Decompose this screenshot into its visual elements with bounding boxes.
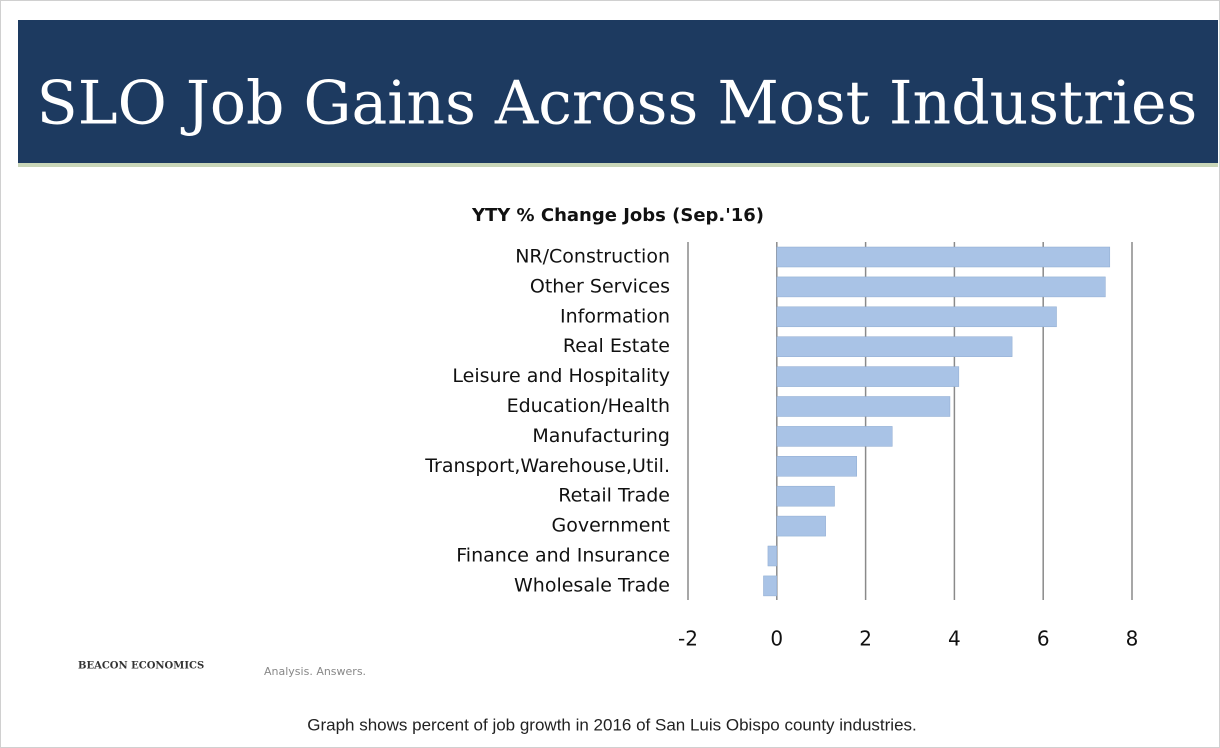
x-tick-label: 4 — [948, 627, 961, 651]
page-title: SLO Job Gains Across Most Industries — [37, 69, 1198, 139]
y-tick-label: Manufacturing — [532, 425, 670, 447]
bar — [776, 485, 835, 507]
y-tick-label: NR/Construction — [515, 246, 670, 268]
x-tick-label: 8 — [1126, 627, 1139, 651]
y-tick-label: Leisure and Hospitality — [452, 365, 670, 387]
bar — [776, 426, 893, 447]
bar — [776, 456, 857, 477]
bar — [776, 515, 826, 537]
chart-title: YTY % Change Jobs (Sep.'16) — [471, 205, 764, 226]
bar — [767, 545, 778, 567]
bar — [776, 246, 1111, 268]
brand: BEACON ECONOMICS — [78, 661, 204, 672]
y-tick-label: Retail Trade — [558, 485, 670, 507]
x-tick-label: 6 — [1037, 627, 1050, 651]
y-tick-label: Other Services — [530, 275, 670, 297]
bar — [776, 306, 1057, 328]
tagline: Analysis. Answers. — [264, 665, 366, 678]
bar — [776, 276, 1106, 298]
x-tick-label: 2 — [859, 627, 872, 651]
x-tick-label: -2 — [678, 627, 698, 651]
y-tick-label: Government — [552, 515, 671, 537]
x-tick-label: 0 — [770, 627, 783, 651]
y-tick-label: Information — [560, 305, 670, 327]
bar — [776, 366, 960, 387]
bar — [776, 336, 1013, 357]
bar — [763, 575, 778, 597]
y-tick-label: Real Estate — [563, 335, 670, 357]
y-tick-label: Transport,Warehouse,Util. — [424, 455, 670, 477]
banner-rule — [18, 163, 1218, 167]
bar — [776, 396, 951, 417]
y-tick-label: Wholesale Trade — [514, 574, 670, 596]
caption: Graph shows percent of job growth in 201… — [307, 715, 917, 734]
y-tick-label: Education/Health — [507, 395, 670, 417]
title-banner — [18, 20, 1218, 163]
y-tick-label: Finance and Insurance — [456, 545, 670, 567]
